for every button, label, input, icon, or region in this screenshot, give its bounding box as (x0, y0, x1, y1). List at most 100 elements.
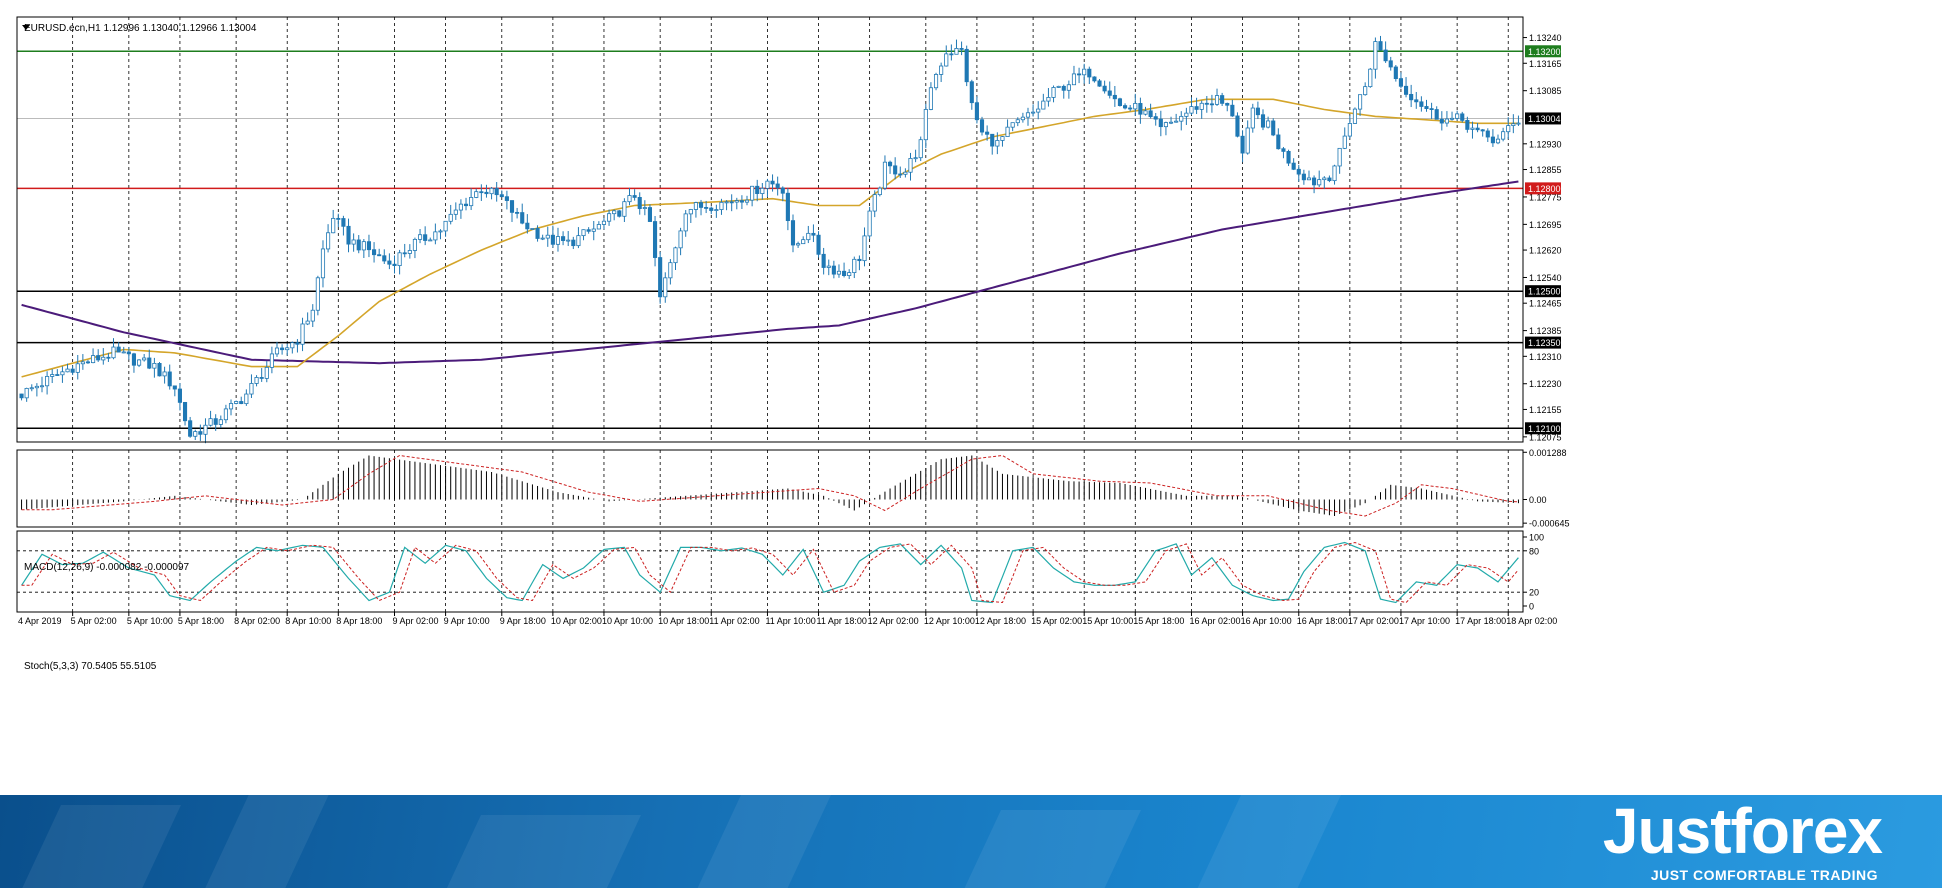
candle-body (1317, 179, 1322, 186)
banner-shape (439, 815, 641, 888)
candle-body (739, 200, 744, 203)
candle-body (474, 191, 479, 198)
candle-body (1061, 85, 1066, 91)
candle-body (668, 262, 673, 279)
candle-body (627, 195, 632, 203)
candle-body (504, 196, 509, 201)
candle-body (847, 272, 852, 276)
candle-body (949, 53, 954, 56)
chart-svg[interactable]: 1.13240 1.13165 1.13085 1.12930 1.12855 1.127… (0, 0, 1942, 795)
macd-tick-label: 0.00 (1529, 495, 1547, 505)
candle-body (45, 376, 50, 387)
candle-body (412, 238, 417, 251)
time-label: 17 Apr 18:00 (1455, 616, 1506, 626)
price-tag (1525, 182, 1561, 195)
time-label: 10 Apr 18:00 (658, 616, 709, 626)
time-label: 4 Apr 2019 (18, 616, 62, 626)
candle-body (499, 194, 504, 198)
candle-body (826, 265, 831, 268)
candle-body (182, 401, 188, 422)
candle-body (397, 252, 402, 267)
candle-body (857, 258, 862, 262)
candle-body (755, 185, 760, 194)
candle-body (959, 48, 964, 50)
candle-body (709, 207, 714, 211)
candle-body (898, 173, 903, 176)
time-label: 8 Apr 18:00 (336, 616, 382, 626)
candle-body (1281, 148, 1286, 152)
candle-body (673, 247, 678, 264)
candle-body (724, 201, 729, 204)
candle-body (387, 260, 392, 265)
price-tick-label: 1.12620 (1529, 246, 1562, 256)
stoch-signal-line (21, 541, 1519, 604)
macd-signal-line (21, 454, 1519, 517)
candle-body (39, 385, 45, 388)
candle-body (55, 374, 60, 376)
candle-body (1301, 173, 1306, 181)
candle-body (1046, 97, 1051, 102)
candle-body (1398, 78, 1404, 87)
candle-body (770, 180, 775, 185)
candle-body (647, 207, 653, 222)
candle-body (50, 374, 55, 377)
time-label: 17 Apr 02:00 (1348, 616, 1399, 626)
candle-body (1495, 138, 1501, 144)
candle-body (1163, 122, 1168, 128)
candle-body (515, 211, 520, 214)
candle-body (1434, 109, 1439, 120)
candle-body (351, 239, 356, 245)
candle-body (228, 403, 234, 410)
candle-body (867, 210, 872, 237)
candle-body (361, 241, 366, 251)
candle-body (1123, 105, 1128, 109)
candle-body (1347, 123, 1352, 137)
symbol-dropdown-icon[interactable] (22, 25, 30, 30)
time-label: 9 Apr 10:00 (444, 616, 490, 626)
time-label: 15 Apr 18:00 (1133, 616, 1184, 626)
ema-line (21, 98, 1519, 378)
time-label: 11 Apr 02:00 (709, 616, 759, 626)
candle-body (790, 220, 796, 246)
candle-body (382, 255, 387, 262)
candle-body (1291, 162, 1296, 170)
candle-body (1470, 127, 1475, 130)
candle-body (1286, 150, 1291, 164)
candle-body (1204, 102, 1209, 105)
candle-body (765, 180, 770, 189)
brand-banner: Justforex JUST COMFORTABLE TRADING (0, 795, 1942, 888)
candle-body (780, 187, 785, 194)
time-axis: 4 Apr 2019 5 Apr 02:00 5 Apr 10:00 5 Apr 18… (18, 612, 1557, 626)
candle-body (1342, 135, 1347, 149)
candle-body (356, 239, 361, 251)
candle-body (612, 210, 617, 215)
time-label: 15 Apr 10:00 (1082, 616, 1133, 626)
candle-body (1071, 73, 1077, 86)
banner-shape (202, 795, 338, 888)
candle-body (80, 361, 85, 365)
horizontal-levels[interactable] (17, 50, 1523, 430)
candle-body (760, 187, 765, 194)
candle-body (1066, 84, 1071, 91)
chart-area[interactable]: 1.13240 1.13165 1.13085 1.12930 1.12855 1.127… (0, 0, 1942, 795)
candle-body (688, 209, 693, 215)
candle-body (1077, 73, 1082, 76)
candle-body (704, 207, 709, 209)
candle-body (65, 368, 70, 373)
candle-body (208, 418, 213, 426)
candle-body (177, 388, 182, 403)
candle-body (1138, 103, 1143, 115)
time-label: 11 Apr 10:00 (765, 616, 815, 626)
candle-body (509, 200, 515, 213)
candle-body (683, 213, 688, 232)
candle-body (923, 109, 928, 141)
candle-body (469, 197, 474, 207)
candle-body (1337, 147, 1342, 167)
time-label: 5 Apr 10:00 (127, 616, 173, 626)
candle-body (1184, 112, 1189, 117)
candle-body (933, 74, 939, 89)
candle-body (1490, 136, 1495, 144)
candle-body (1107, 90, 1112, 96)
candle-body (377, 254, 382, 257)
candle-body (1220, 95, 1225, 104)
